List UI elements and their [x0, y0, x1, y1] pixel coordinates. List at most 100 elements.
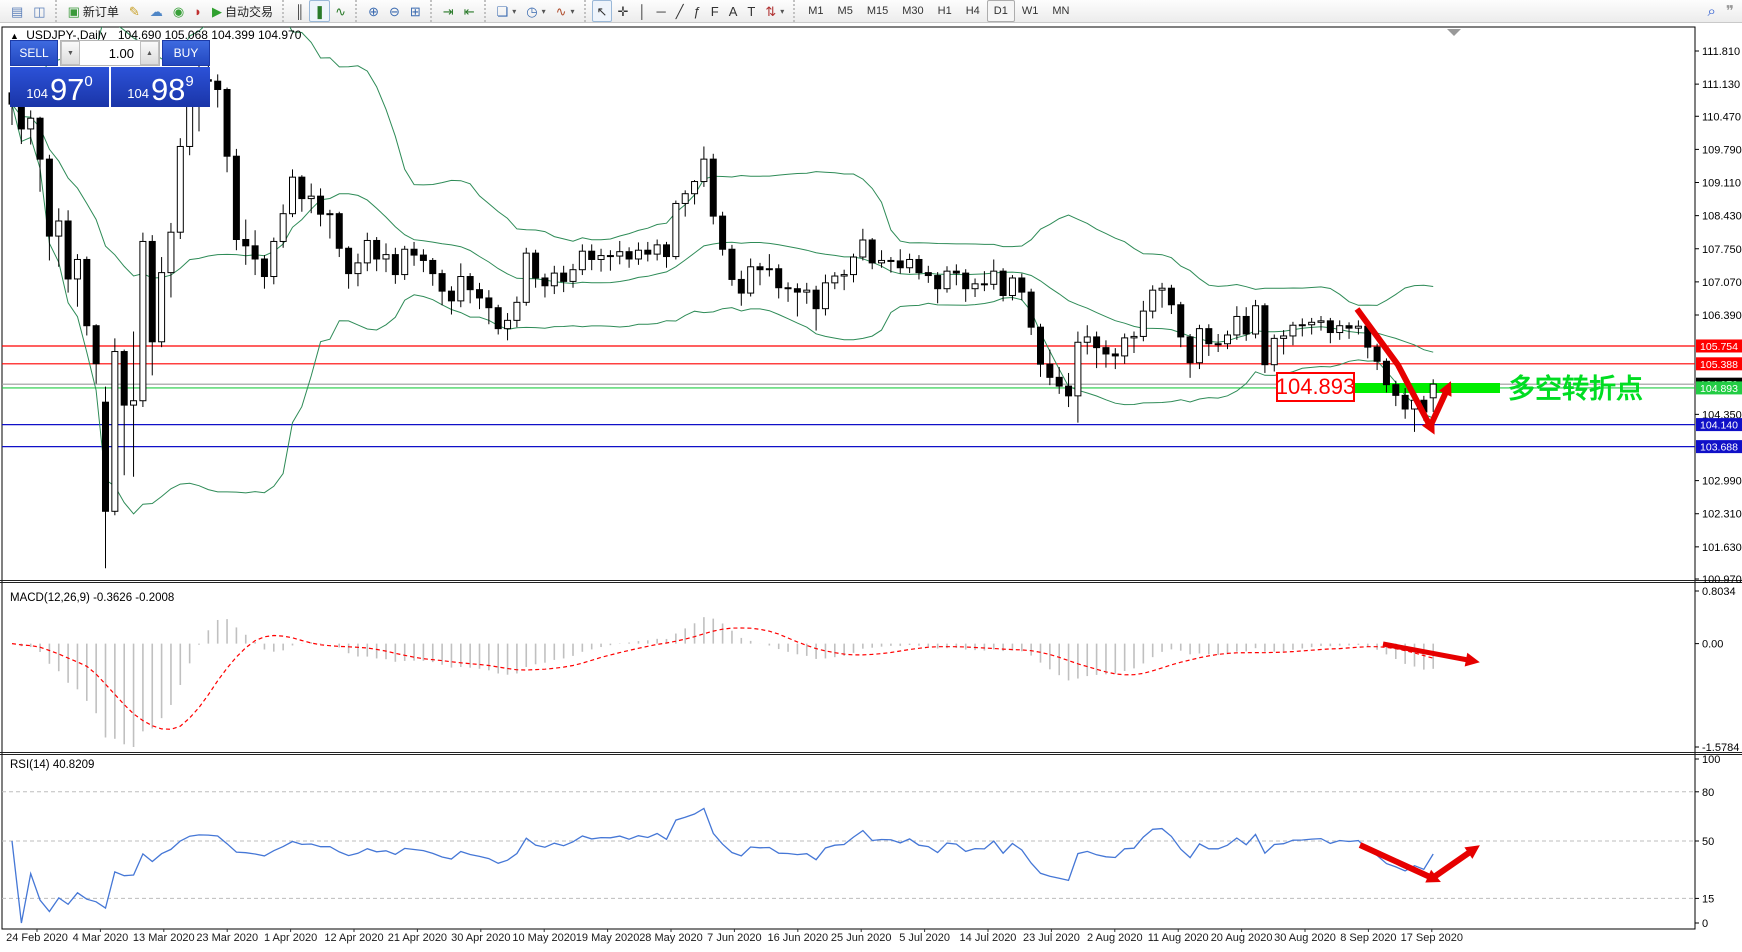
buy-button[interactable]: BUY	[162, 40, 210, 66]
arrows-button[interactable]: ⇅ ▾	[760, 0, 789, 22]
candlestick-chart-button[interactable]: ❚	[309, 0, 331, 22]
text-button[interactable]: A	[724, 0, 743, 22]
rsi-pane[interactable]	[2, 791, 1695, 924]
timeframe-mn-button[interactable]: MN	[1052, 5, 1070, 17]
candle	[1186, 336, 1194, 364]
annotation-arrow[interactable]	[1432, 849, 1472, 880]
candle	[1130, 335, 1138, 339]
crosshair-button[interactable]: ✛	[612, 0, 633, 22]
annotation-arrow[interactable]	[1354, 307, 1432, 426]
auto-scroll-button[interactable]: ⇥	[438, 0, 459, 22]
sell-price-display[interactable]: 104 97 0	[10, 67, 109, 107]
candle	[494, 307, 502, 330]
zoom-in-button[interactable]: ⊕	[363, 0, 384, 22]
trendline-button[interactable]: ╱	[671, 0, 689, 22]
candle	[429, 259, 437, 275]
indicators-dropdown-icon[interactable]: ▾	[570, 6, 575, 16]
annotation-arrow[interactable]	[1426, 390, 1449, 431]
candle	[102, 401, 109, 512]
annotation-arrowhead	[1464, 845, 1480, 859]
candle	[1345, 325, 1353, 329]
macd-pane[interactable]	[11, 617, 1434, 747]
new-chart-button[interactable]: ❏ ▾	[492, 0, 522, 22]
candle	[803, 289, 811, 293]
timeframe-d1-button[interactable]: D1	[986, 0, 1015, 22]
sell-price-sup: 0	[84, 73, 93, 90]
candle	[92, 325, 100, 365]
search-icon[interactable]: ⌕	[1707, 2, 1716, 20]
volume-decrease-icon[interactable]: ▼	[61, 41, 80, 65]
new-chart-dropdown-icon[interactable]: ▾	[512, 6, 517, 16]
annotation-arrowhead	[1438, 381, 1452, 397]
candle	[868, 239, 876, 264]
candle	[915, 258, 923, 274]
bar-chart-button[interactable]: ║	[290, 0, 309, 22]
timeframe-m5-button[interactable]: M5	[837, 5, 853, 17]
autotrading-button[interactable]: ▶ 自动交易	[207, 0, 278, 22]
toolbar-group: ⇥ ⇤	[429, 0, 484, 22]
price-tick-label: 111.810	[1702, 46, 1740, 58]
broadcast-button[interactable]: ◉	[168, 0, 189, 22]
volume-stepper[interactable]: ▼ 1.00 ▲	[60, 40, 160, 66]
rsi-line	[11, 807, 1434, 924]
price-annotation-box[interactable]	[1276, 372, 1355, 402]
axis-price-flag-label: 104.893	[1700, 383, 1738, 395]
chart-shift-marker-icon[interactable]	[1447, 29, 1461, 36]
timeframe-h4-button[interactable]: H4	[965, 5, 980, 17]
date-label: 21 Apr 2020	[388, 932, 447, 944]
metaeditor-button[interactable]: ✎	[124, 0, 145, 22]
text-label-button[interactable]: T	[742, 0, 760, 22]
horizontal-line-button[interactable]: ─	[651, 0, 670, 22]
chart-shift-button[interactable]: ⇤	[459, 0, 480, 22]
broadcast-icon: ◉	[172, 3, 185, 19]
tile-windows-button[interactable]: ⊞	[405, 0, 426, 22]
candle	[1270, 337, 1278, 366]
candle	[606, 255, 614, 258]
candle	[363, 239, 371, 264]
candle	[1224, 334, 1231, 345]
candle	[55, 220, 63, 237]
candle	[1298, 324, 1306, 327]
sell-price-big: 97	[49, 72, 85, 108]
turning-point-text[interactable]: 多空转折点	[1508, 373, 1643, 404]
candle	[1195, 328, 1203, 364]
timeframe-h1-button[interactable]: H1	[937, 5, 952, 17]
market-watch-button[interactable]: ▤	[6, 0, 28, 22]
volume-increase-icon[interactable]: ▲	[140, 41, 159, 65]
volume-input[interactable]: 1.00	[108, 45, 134, 61]
sell-button[interactable]: SELL	[10, 40, 58, 66]
equidistant-channel-button[interactable]: ƒ	[689, 0, 706, 22]
arrows-dropdown-icon[interactable]: ▾	[780, 6, 785, 16]
new-order-label: 新订单	[82, 4, 119, 19]
chat-icon[interactable]: ❞	[1725, 2, 1734, 20]
cursor-button[interactable]: ↖	[591, 0, 613, 22]
line-chart-button[interactable]: ∿	[330, 0, 351, 22]
market-button[interactable]: ◗	[189, 0, 207, 22]
axis-price-flag	[1696, 357, 1742, 371]
trendline-icon: ╱	[675, 3, 684, 19]
profiles-dropdown-icon[interactable]: ▾	[541, 6, 546, 16]
data-window-button[interactable]: ◫	[28, 0, 50, 22]
timeframe-m1-button[interactable]: M1	[808, 5, 824, 17]
turning-point-zone[interactable]	[1352, 383, 1500, 393]
zoom-out-button[interactable]: ⊖	[384, 0, 405, 22]
main-pane[interactable]	[2, 12, 1695, 569]
annotation-arrow[interactable]	[1382, 641, 1469, 663]
annotation-arrow[interactable]	[1358, 842, 1432, 880]
indicators-button[interactable]: ∿ ▾	[551, 0, 580, 22]
candle	[550, 272, 558, 287]
new-order-button[interactable]: ▣ 新订单	[63, 0, 124, 22]
candle	[1373, 346, 1381, 362]
vertical-line-button[interactable]: │	[633, 0, 651, 22]
fibonacci-button[interactable]: F	[706, 0, 724, 22]
candle	[1074, 341, 1082, 397]
timeframe-m30-button[interactable]: M30	[902, 5, 924, 17]
buy-price-display[interactable]: 104 98 9	[111, 67, 210, 107]
timeframe-w1-button[interactable]: W1	[1021, 5, 1039, 17]
timeframe-m15-button[interactable]: M15	[866, 5, 889, 17]
date-label: 7 Jun 2020	[707, 932, 761, 944]
mql5-cloud-button[interactable]: ☁	[145, 0, 168, 22]
profiles-button[interactable]: ◷ ▾	[521, 0, 550, 22]
collapse-panel-icon[interactable]: ▲	[10, 31, 19, 41]
